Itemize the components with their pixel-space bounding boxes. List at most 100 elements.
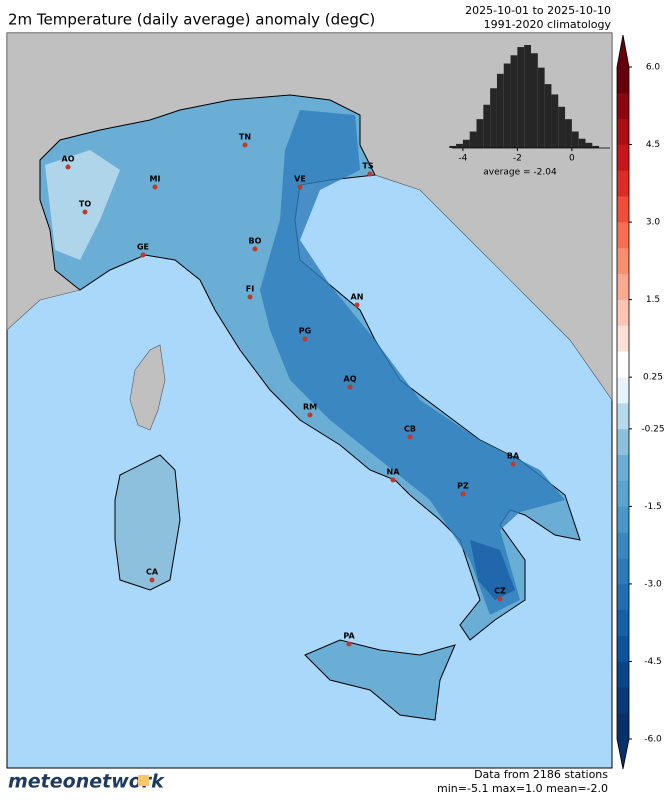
colorbar-segment (617, 325, 629, 352)
hist-tick-label: -4 (458, 154, 467, 164)
colorbar-segment (617, 428, 629, 455)
colorbar-tick-label: -0.25 (641, 424, 664, 434)
city-label: TN (239, 133, 251, 142)
colorbar-segment (617, 196, 629, 223)
city-label: VE (294, 175, 306, 184)
city: FI (246, 285, 254, 300)
colorbar-segment (617, 609, 629, 636)
colorbar-tick-label: 1.5 (646, 295, 660, 305)
period: 2025-10-01 to 2025-10-10 (465, 4, 611, 17)
colorbar-segment (617, 713, 629, 740)
city-label: CA (146, 568, 159, 577)
city: RM (303, 403, 317, 418)
colorbar-segment (617, 144, 629, 171)
colorbar-tick-label: 3.0 (646, 218, 661, 228)
average-label: average = -2.04 (483, 168, 557, 178)
hist-bar (565, 119, 572, 148)
colorbar-segment (617, 635, 629, 662)
sardinia (114, 454, 181, 591)
colorbar-segment (617, 299, 629, 326)
colorbar-segment (617, 558, 629, 585)
city-label: BA (507, 452, 520, 461)
colorbar-segment (617, 480, 629, 507)
colorbar-tick-label: 0.25 (643, 373, 663, 383)
city: AO (62, 155, 75, 170)
hist-bar (571, 131, 579, 148)
city-label: CB (404, 425, 416, 434)
colorbar-extend-bottom (617, 739, 629, 769)
city: MI (150, 175, 161, 190)
city-label: AO (62, 155, 75, 164)
hist-bar (524, 45, 531, 148)
hist-tick-label: 0 (569, 154, 575, 164)
hist-bar (449, 145, 457, 148)
hist-bar (578, 138, 586, 148)
city-label: RM (303, 403, 317, 412)
colorbar-extend-top (617, 35, 629, 67)
corsica (129, 344, 166, 431)
hist-bar (551, 94, 559, 148)
city-label: AN (351, 293, 364, 302)
hist-bar (469, 131, 477, 148)
city-label: BO (249, 237, 262, 246)
colorbar-segment (617, 687, 629, 714)
colorbar-segment (617, 454, 629, 481)
hist-bar (558, 106, 566, 148)
city: PA (343, 632, 355, 647)
hist-bar (456, 143, 463, 148)
city-label: CZ (494, 587, 506, 596)
hist-bar (503, 63, 511, 148)
city: TN (239, 133, 251, 148)
colorbar-segment (617, 583, 629, 611)
colorbar: 6.0 4.5 3.0 1.5 0.25 -0.25 -1.5 -3.0 -4.5 -6.0 (616, 34, 665, 770)
map: AO TO MI GE TN VE TS BO FI AN PG AQ RM C… (6, 32, 613, 769)
hist-bar (592, 145, 600, 148)
city: BA (507, 452, 520, 467)
city-label: NA (387, 468, 401, 477)
city: PG (299, 327, 311, 342)
colorbar-tick-label: -6.0 (644, 735, 662, 745)
colorbar-segment (617, 118, 629, 145)
colorbar-segment (617, 222, 629, 249)
city: TS (362, 162, 374, 177)
hist-bar (537, 67, 545, 148)
stats: min=-5.1 max=1.0 mean=-2.0 (437, 782, 608, 795)
city-label: PA (343, 632, 355, 641)
colorbar-segment (617, 661, 629, 688)
colorbar-tick-label: 4.5 (646, 140, 660, 150)
city: GE (137, 243, 149, 258)
colorbar-tick-label: 6.0 (646, 63, 661, 73)
colorbar-segment (617, 170, 629, 197)
cities: AO TO MI GE TN VE TS BO FI AN PG AQ RM C… (62, 133, 520, 647)
stations: Data from 2186 stations (474, 768, 608, 781)
hist-bar (462, 139, 470, 148)
hist-bar (483, 104, 491, 148)
histogram-inset: average = -2.04 -4 -2 0 (449, 45, 610, 178)
city: BO (249, 237, 262, 252)
colorbar-segment (617, 377, 629, 404)
logo-square (138, 775, 149, 786)
colorbar-segment (617, 67, 629, 94)
anomaly-area (260, 110, 565, 615)
city: NA (387, 468, 401, 483)
city-label: TS (362, 162, 373, 171)
colorbar-segment (617, 532, 629, 559)
hist-bar (510, 55, 518, 148)
hist-bar (585, 142, 593, 148)
city: PZ (457, 482, 469, 497)
city-label: PZ (457, 482, 469, 491)
city: VE (294, 175, 306, 190)
city-label: TO (79, 200, 91, 209)
city-label: FI (246, 285, 254, 294)
hist-bar (531, 53, 538, 148)
city-label: AQ (344, 375, 357, 384)
hist-bar (496, 73, 504, 148)
colorbar-tick-label: -4.5 (644, 657, 662, 667)
city: AQ (344, 375, 357, 390)
title: 2m Temperature (daily average) anomaly (… (8, 11, 375, 29)
city-label: MI (150, 175, 161, 184)
colorbar-segment (617, 92, 629, 119)
colorbar-tick-label: -1.5 (644, 502, 662, 512)
anomaly-core (470, 540, 515, 600)
